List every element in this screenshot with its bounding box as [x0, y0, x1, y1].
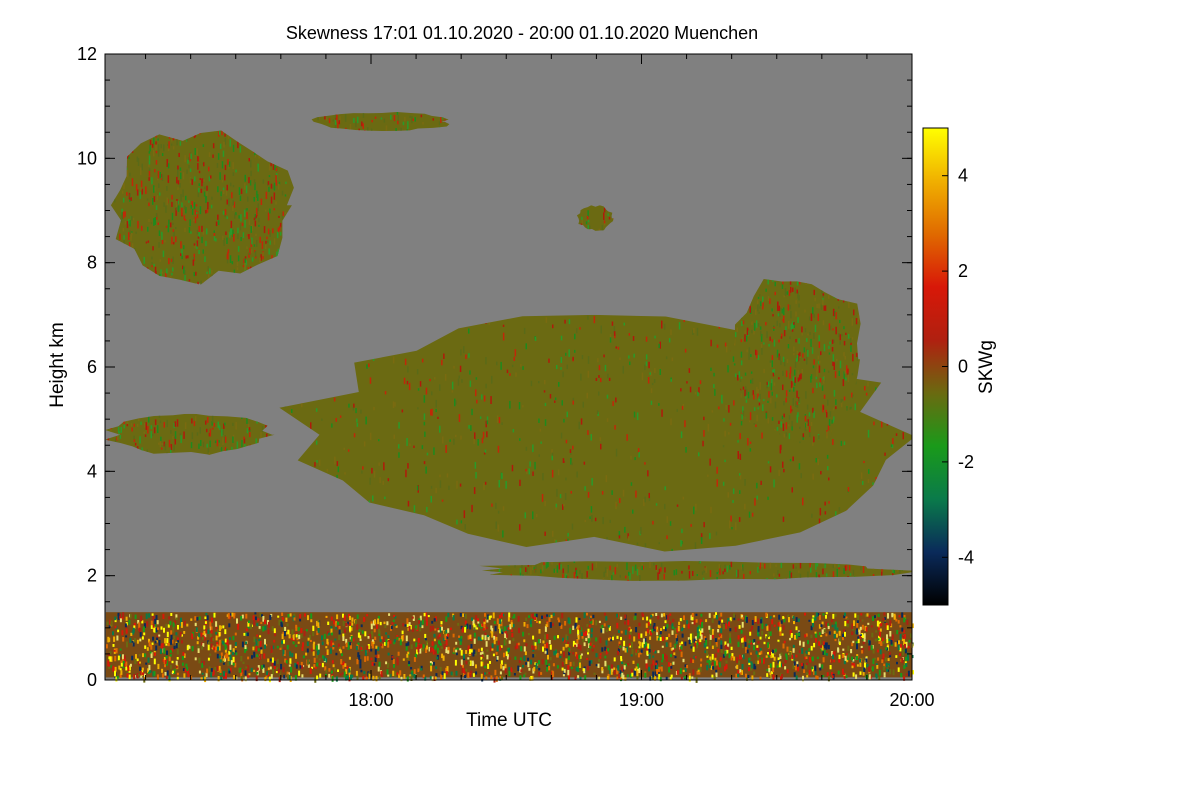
chart-title: Skewness 17:01 01.10.2020 - 20:00 01.10.…: [286, 23, 758, 43]
colorbar: 4 2 0 -2 -4: [922, 127, 974, 606]
y-tick-label: 6: [87, 357, 97, 377]
y-axis-label: Height km: [47, 322, 68, 408]
x-axis-label: Time UTC: [466, 710, 552, 731]
y-tick-label: 4: [87, 461, 97, 481]
colorbar-tick-label: 0: [958, 357, 968, 377]
region-thin-layer-2km: [479, 561, 912, 581]
colorbar-tick-label: 4: [958, 166, 968, 186]
x-tick-label: 18:00: [348, 690, 393, 710]
y-tick-label: 10: [77, 148, 97, 168]
y-axis: 0 2 4 6 8 10 12: [77, 44, 912, 690]
x-tick-label: 20:00: [889, 690, 934, 710]
y-tick-label: 0: [87, 670, 97, 690]
region-boundary-layer: [105, 612, 914, 683]
x-axis: 18:00 19:00 20:00: [145, 54, 935, 710]
y-tick-label: 8: [87, 253, 97, 273]
colorbar-tick-label: -2: [958, 452, 974, 472]
y-tick-label: 2: [87, 566, 97, 586]
colorbar-label: SKWg: [976, 340, 997, 394]
x-tick-label: 19:00: [619, 690, 664, 710]
plot-area: [104, 53, 914, 683]
y-tick-label: 12: [77, 44, 97, 64]
colorbar-tick-label: 2: [958, 261, 968, 281]
colorbar-tick-label: -4: [958, 547, 974, 567]
